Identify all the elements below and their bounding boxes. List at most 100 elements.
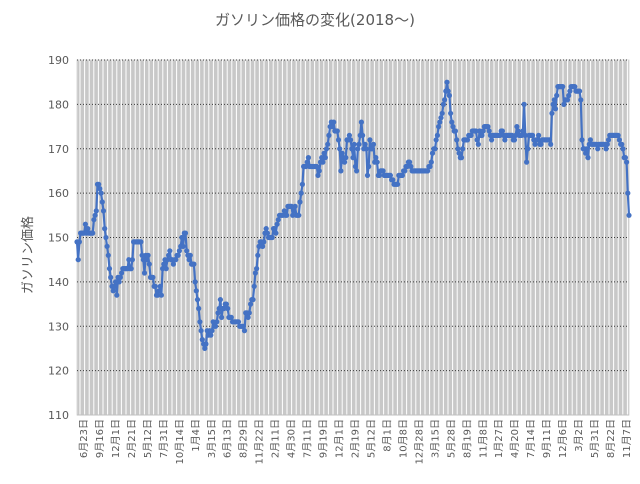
- data-point: [260, 243, 266, 249]
- data-point: [619, 141, 625, 147]
- data-point: [325, 141, 331, 147]
- data-point: [150, 274, 156, 280]
- data-point: [473, 128, 479, 134]
- x-tick-label: 7月31日: [158, 419, 170, 458]
- data-point: [438, 115, 444, 121]
- x-tick-label: 10月14日: [174, 419, 186, 464]
- data-point: [110, 288, 116, 294]
- data-point: [343, 155, 349, 161]
- data-point: [248, 301, 254, 307]
- data-point: [156, 288, 162, 294]
- data-point: [323, 146, 330, 152]
- data-point: [228, 314, 234, 320]
- data-point: [167, 248, 173, 254]
- x-tick-label: 8月22日: [605, 419, 617, 458]
- data-point: [352, 163, 358, 170]
- data-point: [584, 146, 590, 152]
- data-point: [256, 243, 262, 249]
- data-point: [291, 208, 297, 214]
- data-point: [170, 261, 176, 267]
- data-point: [329, 124, 336, 130]
- data-point: [214, 319, 220, 325]
- data-point: [390, 177, 396, 183]
- x-tick-label: 12月6日: [557, 419, 569, 458]
- data-point: [246, 310, 252, 316]
- x-tick-label: 9月11日: [541, 419, 553, 458]
- data-point: [434, 132, 440, 138]
- data-point: [354, 168, 360, 174]
- data-point: [102, 226, 108, 232]
- data-point: [626, 212, 632, 218]
- data-point: [297, 199, 303, 205]
- data-point: [358, 119, 364, 125]
- data-point: [254, 266, 260, 272]
- data-point: [290, 212, 296, 218]
- data-point: [566, 92, 572, 99]
- chart-title: ガソリン価格の変化(2018〜): [215, 11, 415, 29]
- data-point: [548, 141, 554, 147]
- data-point: [338, 168, 344, 174]
- data-point: [583, 150, 589, 156]
- data-point: [387, 172, 393, 178]
- data-point: [342, 159, 348, 165]
- data-point: [176, 248, 182, 254]
- data-point: [163, 266, 169, 272]
- data-point: [530, 132, 536, 138]
- data-point: [369, 146, 375, 152]
- data-point: [579, 137, 585, 143]
- data-point: [485, 124, 491, 130]
- x-tick-label: 2月11日: [270, 419, 282, 458]
- x-tick-label: 4月20日: [509, 419, 521, 458]
- data-point: [192, 279, 198, 285]
- data-point: [261, 239, 267, 245]
- data-point: [319, 155, 325, 161]
- x-tick-label: 5月12日: [366, 419, 378, 458]
- data-point: [273, 230, 279, 236]
- data-point: [502, 137, 508, 143]
- data-point: [595, 146, 601, 152]
- data-point: [572, 84, 578, 90]
- data-point: [303, 163, 309, 170]
- data-point: [197, 319, 203, 325]
- data-point: [144, 257, 150, 263]
- y-tick-label: 160: [48, 187, 69, 200]
- x-tick-label: 9月16日: [94, 419, 106, 458]
- data-point: [585, 155, 591, 161]
- x-tick-label: 3月15日: [206, 419, 218, 458]
- data-point: [519, 132, 525, 138]
- x-tick-label: 5月28日: [445, 419, 457, 458]
- data-point: [364, 172, 371, 178]
- data-point: [108, 274, 114, 280]
- y-tick-label: 170: [48, 143, 69, 156]
- data-point: [480, 128, 486, 134]
- data-point: [93, 208, 99, 214]
- data-point: [298, 190, 304, 196]
- y-tick-labels: 110 120 130 140 150 160 170 180 190: [48, 54, 69, 422]
- y-tick-label: 110: [48, 409, 69, 422]
- data-point: [251, 283, 257, 289]
- data-point: [616, 137, 623, 143]
- data-point: [454, 137, 460, 143]
- data-point: [138, 239, 144, 245]
- data-point: [96, 181, 102, 187]
- data-point: [374, 159, 380, 165]
- data-point: [281, 208, 287, 214]
- data-point: [103, 234, 109, 241]
- data-point: [552, 106, 559, 112]
- data-point: [536, 132, 542, 138]
- x-tick-label: 2月21日: [126, 419, 138, 458]
- data-point: [203, 341, 209, 347]
- data-point: [373, 155, 379, 161]
- data-point: [427, 163, 433, 170]
- data-point: [532, 141, 538, 147]
- data-point: [367, 137, 373, 143]
- x-tick-label: 10月8日: [397, 419, 409, 458]
- data-point: [225, 305, 231, 312]
- data-point: [269, 234, 275, 241]
- data-point: [119, 270, 125, 276]
- data-point: [166, 252, 172, 258]
- data-point: [620, 146, 626, 152]
- x-tick-label: 1月4日: [190, 419, 202, 452]
- data-point: [255, 252, 261, 258]
